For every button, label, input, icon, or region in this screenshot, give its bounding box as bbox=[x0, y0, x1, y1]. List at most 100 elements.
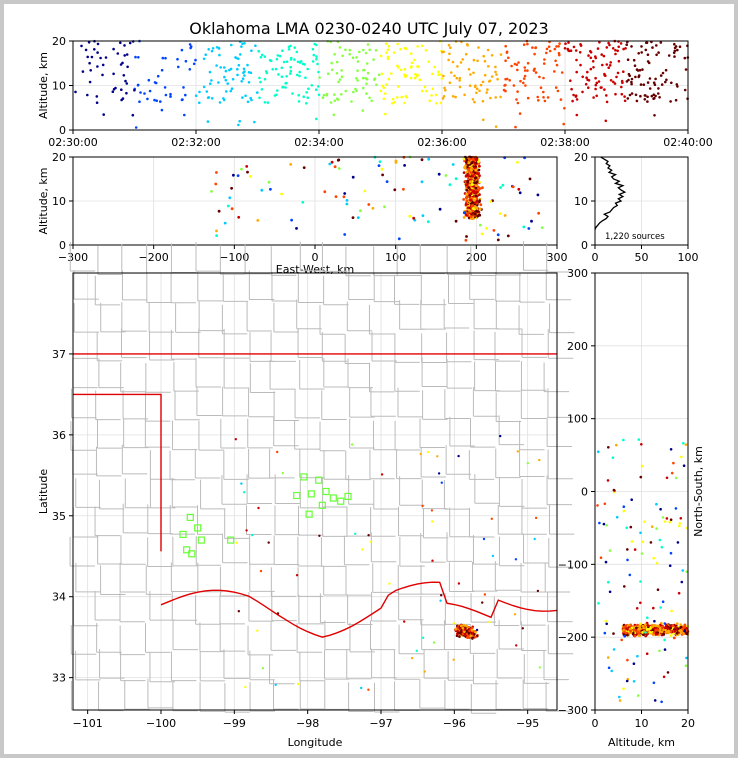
data-point bbox=[622, 687, 625, 690]
station-marker bbox=[183, 546, 191, 554]
data-point bbox=[465, 196, 468, 200]
data-point bbox=[420, 180, 424, 184]
lma-stations bbox=[179, 473, 352, 558]
data-point bbox=[597, 450, 600, 454]
data-point bbox=[356, 79, 360, 82]
data-point bbox=[652, 81, 656, 84]
data-point bbox=[111, 90, 115, 93]
data-point bbox=[673, 42, 676, 46]
data-point bbox=[572, 93, 575, 97]
data-point bbox=[611, 456, 615, 460]
data-point bbox=[274, 67, 278, 71]
data-point bbox=[263, 77, 267, 81]
data-point bbox=[466, 206, 470, 210]
data-point bbox=[494, 96, 498, 99]
data-point bbox=[474, 194, 478, 198]
data-point bbox=[281, 471, 284, 475]
data-point bbox=[291, 92, 294, 95]
data-point bbox=[469, 180, 472, 184]
data-point bbox=[476, 172, 479, 176]
data-point bbox=[437, 73, 440, 76]
data-point bbox=[470, 161, 474, 165]
data-point bbox=[553, 70, 556, 73]
data-point bbox=[464, 632, 467, 636]
data-point bbox=[471, 98, 475, 101]
state-border-panhandle bbox=[73, 393, 162, 552]
data-point bbox=[329, 101, 333, 104]
data-point bbox=[258, 96, 261, 100]
data-point bbox=[114, 86, 117, 90]
data-point bbox=[472, 58, 476, 62]
data-point bbox=[384, 42, 388, 45]
data-point bbox=[439, 73, 443, 76]
data-point bbox=[660, 545, 664, 549]
data-point bbox=[280, 66, 284, 70]
station-marker bbox=[307, 490, 315, 498]
data-point bbox=[473, 85, 477, 89]
data-point bbox=[355, 77, 358, 80]
data-point bbox=[637, 627, 640, 631]
data-point bbox=[615, 443, 618, 447]
x-tick-label: 02:38:00 bbox=[540, 136, 589, 149]
data-point bbox=[682, 441, 685, 445]
data-point bbox=[532, 68, 536, 72]
data-point bbox=[465, 624, 468, 628]
data-point bbox=[633, 548, 637, 551]
data-point bbox=[344, 48, 347, 52]
data-point bbox=[607, 66, 610, 69]
x-tick-label: 200 bbox=[466, 251, 487, 264]
data-point bbox=[285, 60, 289, 63]
data-point bbox=[670, 609, 673, 613]
station-marker bbox=[194, 524, 202, 532]
data-point bbox=[454, 219, 458, 223]
data-point bbox=[402, 187, 405, 191]
data-point bbox=[462, 157, 466, 161]
data-point bbox=[269, 187, 272, 191]
data-point bbox=[508, 79, 512, 82]
data-point bbox=[430, 94, 433, 97]
data-point bbox=[333, 165, 337, 169]
data-point bbox=[653, 96, 656, 100]
data-point bbox=[526, 96, 530, 100]
data-point bbox=[351, 216, 355, 220]
data-point bbox=[558, 42, 561, 45]
data-point bbox=[295, 50, 299, 54]
data-point bbox=[443, 86, 446, 90]
data-point bbox=[86, 93, 89, 97]
data-point bbox=[352, 90, 355, 94]
data-point bbox=[663, 638, 666, 642]
data-point bbox=[612, 80, 615, 84]
data-point bbox=[164, 93, 168, 97]
data-point bbox=[293, 58, 296, 61]
data-point bbox=[677, 627, 680, 631]
data-point bbox=[482, 54, 486, 58]
station-marker bbox=[300, 473, 308, 481]
data-point bbox=[474, 184, 478, 188]
data-point bbox=[605, 100, 609, 104]
data-point bbox=[458, 635, 461, 638]
data-point bbox=[554, 59, 557, 63]
data-point bbox=[469, 192, 473, 196]
data-point bbox=[361, 109, 365, 112]
data-point bbox=[194, 58, 197, 62]
data-point bbox=[515, 98, 518, 101]
data-point bbox=[245, 165, 249, 168]
data-point bbox=[470, 166, 474, 170]
data-point bbox=[169, 95, 172, 98]
data-point bbox=[351, 443, 354, 446]
data-point bbox=[641, 624, 645, 628]
data-point bbox=[267, 541, 270, 544]
data-point bbox=[217, 47, 221, 50]
data-point bbox=[136, 83, 140, 87]
data-point bbox=[658, 627, 662, 630]
data-point bbox=[478, 223, 482, 227]
data-point bbox=[650, 94, 654, 98]
data-point bbox=[683, 629, 686, 633]
data-point bbox=[624, 47, 627, 50]
data-point bbox=[575, 70, 578, 74]
data-point bbox=[368, 96, 371, 100]
x-tick-label: 0 bbox=[592, 717, 599, 730]
data-point bbox=[685, 526, 689, 530]
data-point bbox=[605, 63, 609, 66]
data-point bbox=[636, 694, 640, 697]
